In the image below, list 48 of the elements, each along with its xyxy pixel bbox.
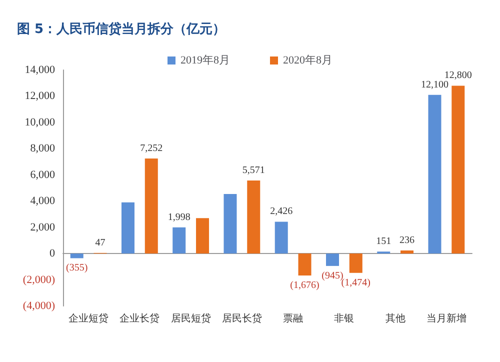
y-tick-label: 8,000 xyxy=(30,142,56,155)
bar xyxy=(428,94,442,254)
data-label: (945) xyxy=(322,270,344,282)
data-label: 7,252 xyxy=(140,142,163,154)
y-tick-label: 14,000 xyxy=(24,64,56,76)
x-tick-label: 非银 xyxy=(334,312,354,324)
y-tick-label: (4,000) xyxy=(22,300,56,312)
bar xyxy=(326,254,339,266)
legend-label: 2019年8月 xyxy=(180,54,230,66)
x-tick-label: 票融 xyxy=(283,312,304,324)
x-tick-label: 居民长贷 xyxy=(222,312,262,324)
y-tick-label: 4,000 xyxy=(30,195,56,208)
x-tick-label: 企业长贷 xyxy=(120,312,160,324)
data-label: 47 xyxy=(95,237,106,248)
bar xyxy=(452,86,465,254)
chart-title: 图 5：人民币信贷当月拆分（亿元） xyxy=(17,21,226,37)
data-label: (1,474) xyxy=(341,277,370,288)
y-tick-label: 0 xyxy=(50,248,56,260)
x-tick-label: 企业短贷 xyxy=(68,312,109,324)
bar xyxy=(144,158,158,254)
bar xyxy=(400,250,414,254)
data-label: 236 xyxy=(400,234,415,246)
bar xyxy=(224,194,237,254)
y-tick-label: 10,000 xyxy=(24,116,56,128)
data-label: 12,800 xyxy=(444,70,472,82)
bar xyxy=(121,202,134,254)
y-tick-label: 6,000 xyxy=(30,168,56,181)
y-tick-label: 12,000 xyxy=(24,90,56,102)
data-label: 12,100 xyxy=(420,79,448,90)
x-tick-label: 居民短贷 xyxy=(170,312,211,324)
y-tick-label: 2,000 xyxy=(30,221,56,234)
bar xyxy=(247,180,260,254)
data-label: 2,426 xyxy=(270,206,293,218)
bar xyxy=(172,227,186,254)
data-label: (1,676) xyxy=(290,280,320,292)
data-label: 5,571 xyxy=(242,165,265,176)
bar xyxy=(349,254,362,273)
data-label: (355) xyxy=(66,262,88,274)
data-label: 1,998 xyxy=(168,212,190,223)
x-tick-label: 当月新增 xyxy=(426,312,466,324)
x-tick-label: 其他 xyxy=(385,312,406,324)
legend-label: 2020年8月 xyxy=(283,54,332,66)
bar xyxy=(274,222,288,254)
bar xyxy=(70,254,84,258)
bar xyxy=(196,218,210,254)
y-tick-label: (2,000) xyxy=(22,274,56,286)
bar xyxy=(298,254,312,276)
data-label: 151 xyxy=(376,236,392,248)
